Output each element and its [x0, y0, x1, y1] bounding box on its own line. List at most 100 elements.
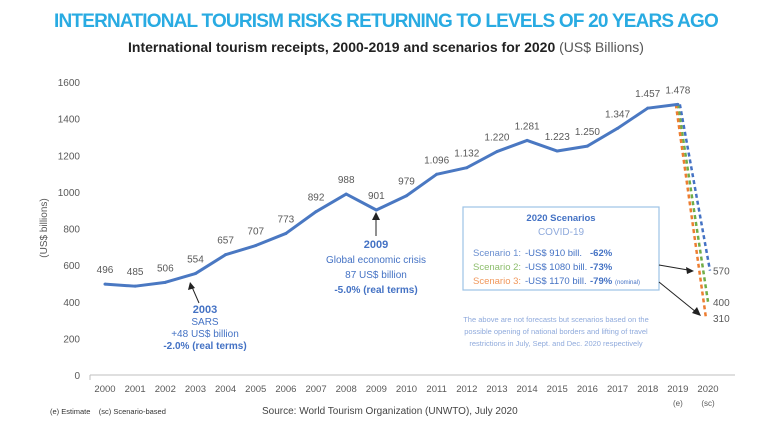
scenario-pct: -62% — [590, 248, 613, 259]
data-point — [344, 192, 348, 196]
data-label: 892 — [308, 193, 325, 204]
data-point — [465, 166, 469, 170]
data-label: 1.223 — [545, 132, 570, 143]
data-point — [646, 106, 650, 110]
scenario-line — [678, 104, 712, 271]
scenario-note: (nominal) — [615, 280, 640, 286]
scenario-value: -US$ 1080 bill. — [525, 262, 587, 273]
data-label: 1.220 — [484, 133, 509, 144]
x-tick-label: 2002 — [155, 384, 176, 395]
data-label: 1.478 — [665, 85, 690, 96]
data-point — [193, 272, 197, 276]
scenario-disclaimer-line: restrictions in July, Sept. and Dec. 202… — [469, 339, 643, 348]
data-label: 1.457 — [635, 89, 660, 100]
data-label: 496 — [97, 265, 114, 276]
arrow-head — [188, 282, 195, 290]
x-tick-sublabel: (sc) — [701, 399, 715, 408]
chart-subtitle: International tourism receipts, 2000-201… — [128, 39, 644, 55]
data-point — [585, 144, 589, 148]
footer-legend-note: (e) Estimate (sc) Scenario-based — [50, 407, 166, 416]
annotation-crisis: 2009 Global economic crisis 87 US$ billi… — [326, 212, 426, 296]
data-label: 988 — [338, 175, 355, 186]
data-label: 1.096 — [424, 155, 449, 166]
data-point — [224, 253, 228, 257]
data-label: 707 — [247, 227, 264, 238]
data-label: 554 — [187, 255, 204, 266]
annotation-name: Global economic crisis — [326, 255, 426, 266]
y-tick-label: 1600 — [58, 78, 81, 89]
data-point — [284, 231, 288, 235]
footer-source: Source: World Tourism Organization (UNWT… — [262, 406, 518, 417]
y-tick-label: 400 — [63, 298, 80, 309]
scenario-pct: -79% — [590, 276, 613, 287]
x-tick-label: 2012 — [456, 384, 477, 395]
x-tick-sublabel: (e) — [673, 399, 683, 408]
y-tick-label: 1000 — [58, 188, 81, 199]
arrow-head — [686, 267, 694, 274]
scenario-pct: -73% — [590, 262, 613, 273]
arrow-head — [372, 212, 380, 220]
data-label: 979 — [398, 177, 415, 188]
scenario-value: -US$ 910 bill. — [525, 248, 582, 259]
arrow — [658, 264, 689, 271]
scenario-value-label: 400 — [713, 298, 730, 309]
x-tick-label: 2020 — [697, 384, 718, 395]
scenario-line — [676, 104, 710, 302]
data-point — [495, 150, 499, 154]
data-point — [555, 149, 559, 153]
x-tick-label: 2006 — [275, 384, 296, 395]
data-label: 1.250 — [575, 127, 600, 138]
scenario-value-label: 310 — [713, 314, 730, 325]
data-point — [435, 172, 439, 176]
y-tick-label: 200 — [63, 334, 80, 345]
y-tick-label: 1400 — [58, 115, 81, 126]
x-tick-label: 2011 — [426, 384, 446, 395]
annotation-name: SARS — [191, 317, 219, 328]
scenario-box: 2020 Scenarios COVID-19 Scenario 1: -US$ … — [462, 206, 701, 348]
data-point — [314, 210, 318, 214]
scenario-line — [674, 104, 708, 319]
annotation-line: -2.0% (real terms) — [163, 341, 246, 352]
scenario-box-border — [462, 206, 660, 291]
y-tick-label: 1200 — [58, 151, 81, 162]
data-label: 773 — [278, 214, 295, 225]
data-label: 1.281 — [515, 121, 540, 132]
data-label: 1.347 — [605, 109, 630, 120]
scenario-label: Scenario 2: — [473, 262, 521, 273]
data-point — [103, 282, 107, 286]
data-point — [163, 280, 167, 284]
x-tick-label: 2016 — [577, 384, 598, 395]
annotation-sars: 2003 SARS +48 US$ billion -2.0% (real te… — [163, 282, 247, 352]
x-tick-label: 2019 — [667, 384, 688, 395]
x-tick-label: 2004 — [215, 384, 236, 395]
x-tick-label: 2010 — [396, 384, 417, 395]
data-label: 1.132 — [454, 149, 479, 160]
data-point — [254, 244, 258, 248]
x-tick-label: 2003 — [185, 384, 206, 395]
data-point — [133, 284, 137, 288]
annotation-line: -5.0% (real terms) — [334, 285, 417, 296]
data-point — [405, 194, 408, 198]
scenario-value: -US$ 1170 bill. — [525, 276, 587, 287]
x-tick-label: 2018 — [637, 384, 658, 395]
y-axis-label: (US$ billions) — [39, 198, 50, 257]
scenario-subtitle: COVID-19 — [538, 227, 585, 238]
x-tick-label: 2009 — [366, 384, 387, 395]
x-tick-label: 2013 — [486, 384, 507, 395]
x-tick-label: 2000 — [94, 384, 115, 395]
x-tick-label: 2005 — [245, 384, 266, 395]
x-tick-label: 2001 — [125, 384, 146, 395]
x-tick-label: 2017 — [607, 384, 628, 395]
scenario-label: Scenario 1: — [473, 248, 521, 259]
scenario-value-label: 570 — [713, 267, 730, 278]
y-tick-label: 0 — [74, 371, 80, 382]
series-line — [104, 102, 679, 288]
arrow — [191, 286, 200, 304]
scenario-disclaimer-line: possible opening of national borders and… — [464, 327, 648, 336]
subtitle-unit: (US$ Billions) — [559, 39, 644, 55]
annotation-line: 87 US$ billion — [345, 270, 407, 281]
data-label: 485 — [127, 267, 144, 278]
annotation-line: +48 US$ billion — [171, 329, 239, 340]
